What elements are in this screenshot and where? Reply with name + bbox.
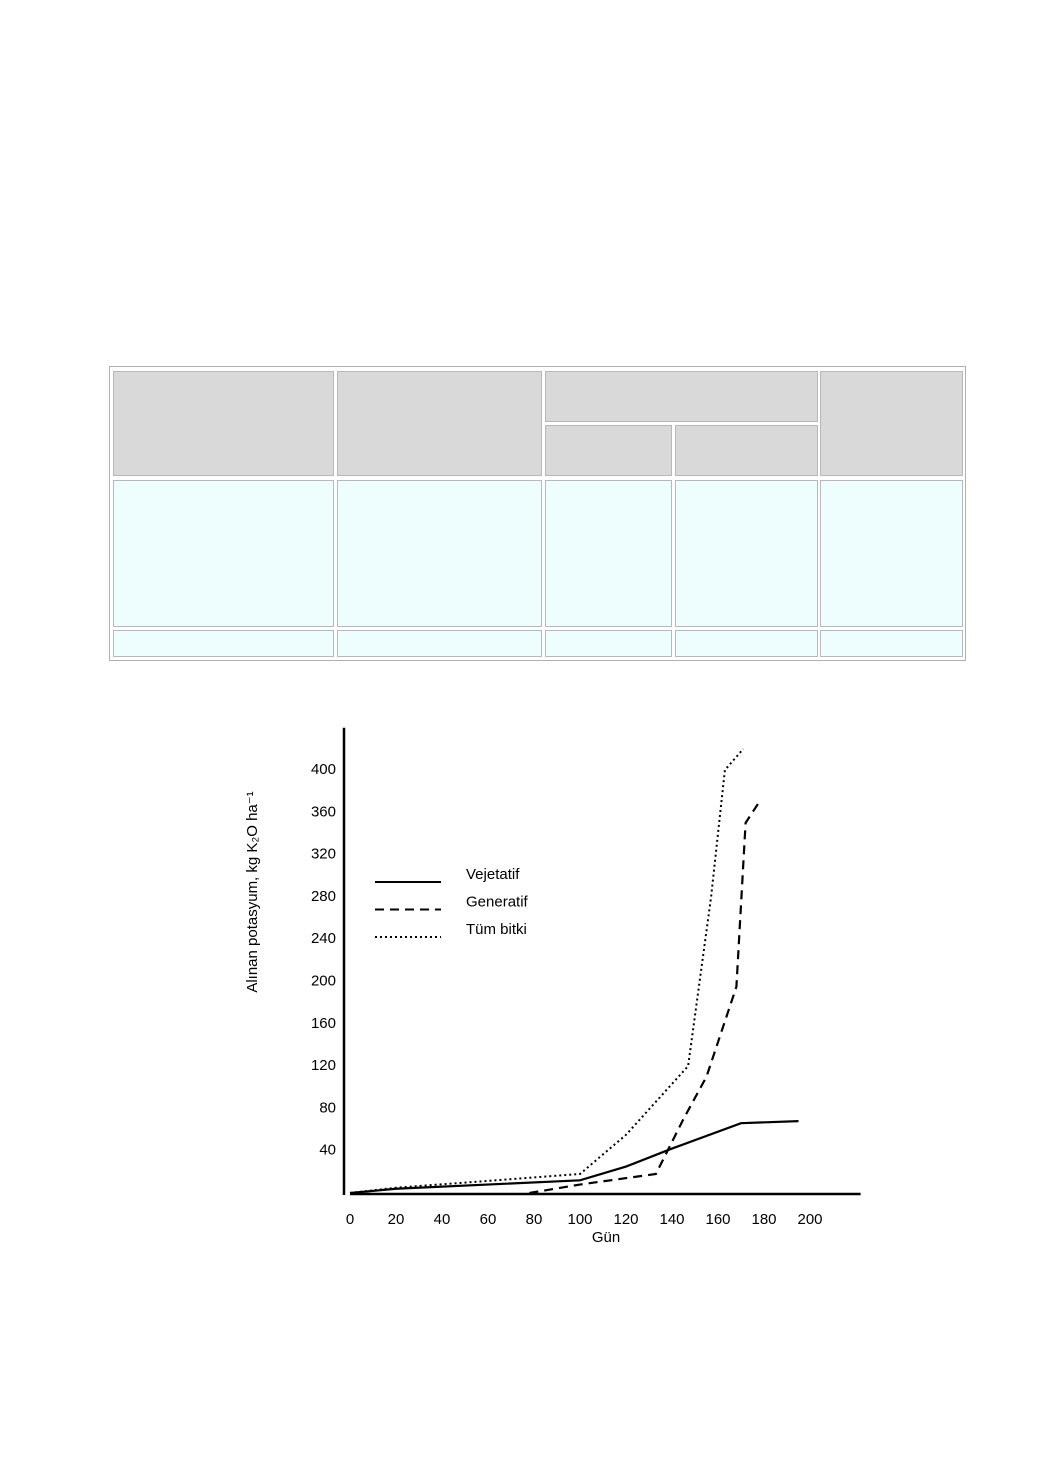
legend-label: Generatif	[466, 893, 529, 910]
y-tick-label: 200	[311, 972, 336, 989]
x-tick-label: 140	[659, 1211, 684, 1228]
y-tick-label: 400	[311, 761, 336, 778]
legend-label: Vejetatif	[466, 866, 520, 883]
x-tick-label: 20	[388, 1211, 405, 1228]
x-tick-label: 160	[705, 1211, 730, 1228]
body-cell	[545, 480, 672, 627]
x-axis-label: Gün	[592, 1229, 620, 1246]
x-tick-label: 80	[526, 1211, 543, 1228]
y-tick-label: 120	[311, 1057, 336, 1074]
x-tick-label: 60	[480, 1211, 497, 1228]
header-cell	[545, 425, 672, 476]
y-tick-label: 360	[311, 803, 336, 820]
x-tick-label: 120	[613, 1211, 638, 1228]
header-cell	[675, 425, 818, 476]
y-tick-label: 280	[311, 888, 336, 905]
body-cell	[820, 630, 963, 657]
body-cell	[675, 480, 818, 627]
body-cell	[337, 480, 542, 627]
body-cell	[820, 480, 963, 627]
x-tick-label: 200	[797, 1211, 822, 1228]
x-tick-label: 180	[751, 1211, 776, 1228]
y-tick-label: 240	[311, 930, 336, 947]
header-cell	[820, 371, 963, 476]
y-tick-label: 320	[311, 846, 336, 863]
legend-label: Tüm bitki	[466, 921, 527, 938]
body-cell	[113, 480, 334, 627]
header-cell	[113, 371, 334, 476]
data-line	[349, 1119, 799, 1195]
data-line	[529, 801, 761, 1195]
y-axis-label: Alınan potasyum, kg K₂O ha⁻¹	[244, 791, 261, 992]
body-cell	[545, 630, 672, 657]
x-tick-label: 40	[434, 1211, 451, 1228]
header-cell	[337, 371, 542, 476]
body-cell	[337, 630, 542, 657]
x-tick-label: 100	[567, 1211, 592, 1228]
y-tick-label: 80	[319, 1099, 336, 1116]
body-cell	[113, 630, 334, 657]
table	[109, 366, 966, 661]
body-cell	[675, 630, 818, 657]
x-tick-label: 0	[346, 1211, 354, 1228]
header-cell	[545, 371, 818, 422]
y-tick-label: 160	[311, 1015, 336, 1032]
data-line	[349, 748, 745, 1194]
y-tick-label: 40	[319, 1142, 336, 1159]
